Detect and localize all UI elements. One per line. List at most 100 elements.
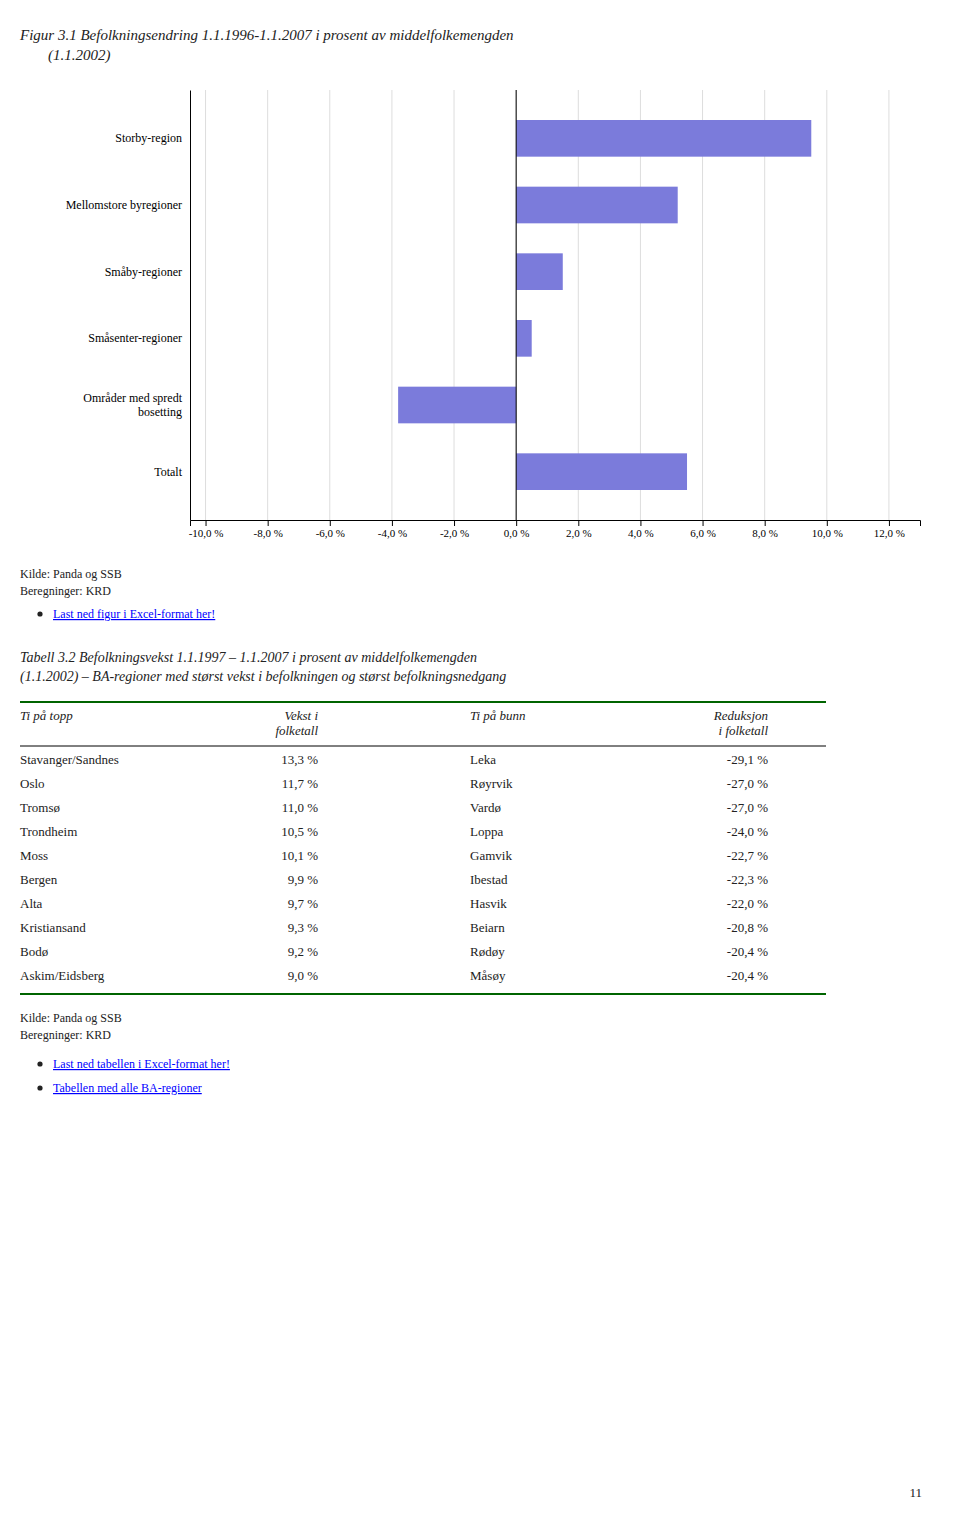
table-cell: 11,7 % (282, 776, 319, 791)
table-cell: Hasvik (470, 896, 507, 911)
chart-title: Figur 3.1 Befolkningsendring 1.1.1996-1.… (19, 27, 514, 43)
x-tick-mark (640, 520, 641, 526)
x-tick-label: 0,0 % (504, 527, 530, 539)
y-axis: Totalt Områder med spredtbosetting Småsent… (66, 91, 191, 521)
table-cell: 9,7 % (288, 896, 319, 911)
x-tick: 8,0 % (752, 520, 778, 539)
x-tick: 0,0 % (504, 520, 530, 539)
table-cell: -24,0 % (727, 824, 768, 839)
table-cell: -29,1 % (727, 752, 768, 767)
y-axis-line (190, 91, 191, 521)
x-tick: -4,0 % (378, 520, 407, 539)
page-number: 11 (909, 1485, 922, 1500)
table-cell: -20,4 % (727, 944, 768, 959)
table-cell: 10,1 % (281, 848, 318, 863)
x-tick: 4,0 % (628, 520, 654, 539)
table-cell: 13,3 % (281, 752, 318, 767)
table-title: (1.1.2002) – BA-regioner med størst veks… (20, 669, 506, 685)
x-tick: 2,0 % (566, 520, 592, 539)
y-tick: Småsenter-regioner (88, 331, 190, 345)
y-tick: Storby-region (115, 131, 190, 145)
table-cell: Leka (470, 752, 496, 767)
link[interactable]: Tabellen med alle BA-regioner (53, 1081, 202, 1095)
bar (516, 187, 678, 224)
bullet (37, 1061, 42, 1066)
table-cell: Bergen (20, 872, 58, 887)
table-cell: Loppa (470, 824, 503, 839)
x-tick-mark (765, 520, 766, 526)
table-header: Reduksjoni folketall (713, 708, 769, 738)
table-header: Vekst ifolketall (275, 708, 318, 738)
table-header: Ti på bunn (470, 708, 526, 723)
table-header: Ti på topp (20, 708, 73, 723)
source-text: Kilde: Panda og SSB (20, 1011, 122, 1025)
source-text: Beregninger: KRD (20, 584, 111, 598)
x-tick-mark (206, 520, 207, 526)
table-cell: 10,5 % (281, 824, 318, 839)
y-tick-label: Småsenter-regioner (88, 331, 182, 345)
bullet (37, 1085, 42, 1090)
grid-line (205, 90, 206, 520)
x-tick: 12,0 % (874, 520, 905, 539)
x-tick-mark (827, 520, 828, 526)
y-tick-label: Mellomstore byregioner (66, 198, 182, 212)
x-tick-mark (516, 520, 517, 526)
x-tick-label: -8,0 % (253, 527, 282, 539)
y-tick: Småby-regioner (105, 265, 190, 279)
bar (516, 453, 687, 490)
table-cell: Rødøy (470, 944, 505, 959)
x-tick: -10,0 % (189, 520, 224, 539)
y-tick-label: Områder med spredtbosetting (83, 391, 182, 419)
y-tick-label: Småby-regioner (105, 265, 182, 279)
table-cell: Stavanger/Sandnes (20, 752, 119, 767)
x-tick-label: 4,0 % (628, 527, 654, 539)
table-cell: Trondheim (20, 824, 77, 839)
table-cell: Røyrvik (470, 776, 513, 791)
grid-line (329, 90, 330, 520)
x-tick-label: -6,0 % (316, 527, 345, 539)
x-tick-label: 2,0 % (566, 527, 592, 539)
source-text: Beregninger: KRD (20, 1028, 111, 1042)
table-cell: Beiarn (470, 920, 505, 935)
link[interactable]: Last ned tabellen i Excel-format her! (53, 1057, 230, 1071)
x-tick: 6,0 % (690, 520, 716, 539)
y-tick-label: Totalt (154, 465, 182, 479)
table-cell: Tromsø (20, 800, 60, 815)
bar (516, 320, 532, 357)
x-tick-mark (889, 520, 890, 526)
table-cell: -22,0 % (727, 896, 768, 911)
x-tick-label: 12,0 % (874, 527, 905, 539)
table-cell: Oslo (20, 776, 45, 791)
x-tick: -6,0 % (316, 520, 345, 539)
y-tick: Totalt (154, 465, 190, 479)
grid-line (516, 90, 517, 520)
x-tick: -2,0 % (440, 520, 469, 539)
x-tick-mark (330, 520, 331, 526)
source-text: Kilde: Panda og SSB (20, 567, 122, 581)
x-axis: -10,0 % -8,0 % -6,0 % -4,0 % -2,0 % 0,0 % 2,0 … (189, 520, 921, 539)
x-tick-label: 8,0 % (752, 527, 778, 539)
table-cell: Vardø (470, 800, 502, 815)
y-tick: Områder med spredtbosetting (83, 391, 190, 419)
table-cell: -22,7 % (727, 848, 768, 863)
link[interactable]: Last ned figur i Excel-format her! (53, 607, 215, 621)
table-cell: 9,0 % (288, 968, 319, 983)
table-cell: Måsøy (470, 968, 506, 983)
x-tick-label: -4,0 % (378, 527, 407, 539)
y-tick: Mellomstore byregioner (66, 198, 190, 212)
grid-line (826, 90, 827, 520)
bar (516, 120, 811, 157)
x-tick-mark (268, 520, 269, 526)
x-tick: 10,0 % (812, 520, 843, 539)
table-cell: 9,9 % (288, 872, 319, 887)
bars (398, 120, 811, 490)
x-tick-label: 10,0 % (812, 527, 843, 539)
x-tick-mark (454, 520, 455, 526)
zero-line (516, 90, 517, 520)
bar (516, 253, 563, 290)
bullet (37, 611, 42, 616)
x-tick-mark (578, 520, 579, 526)
x-tick-label: -2,0 % (440, 527, 469, 539)
chart: -10,0 % -8,0 % -6,0 % -4,0 % -2,0 % 0,0 % 2,0 … (66, 90, 921, 539)
table-cell: Gamvik (470, 848, 512, 863)
